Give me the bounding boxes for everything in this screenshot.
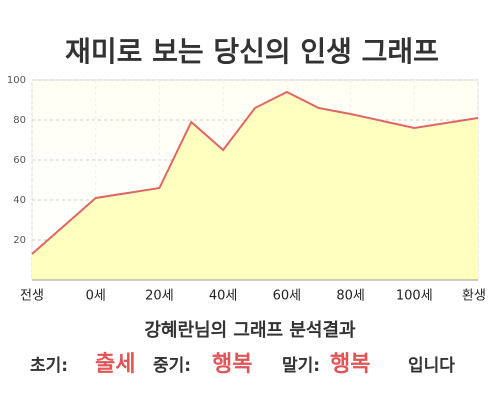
item-label: 중기: (153, 356, 191, 376)
x-tick-label: 40세 (209, 289, 238, 304)
y-tick-label: 100 (7, 75, 26, 86)
item-label: 말기: (282, 355, 320, 376)
x-tick-label: 0세 (86, 289, 106, 304)
item-label: 초기: (30, 356, 68, 376)
x-tick-label: 20세 (145, 289, 174, 304)
y-tick-label: 20 (13, 235, 26, 246)
x-tick-label: 100세 (396, 289, 433, 304)
x-tick-label: 환생 (462, 289, 486, 304)
analysis-heading: 강혜란님의 그래프 분석결과 (144, 320, 356, 341)
item-value: 출세 (95, 352, 135, 377)
y-tick-label: 60 (13, 155, 26, 166)
x-tick-label: 80세 (336, 289, 365, 304)
suffix: 입니다 (408, 356, 455, 376)
x-tick-label: 전생 (20, 289, 44, 304)
x-tick-label: 60세 (273, 289, 302, 304)
y-tick-label: 80 (13, 115, 26, 126)
chart-title: 재미로 보는 당신의 인생 그래프 (65, 35, 439, 68)
item-value: 행복 (212, 352, 252, 377)
item-value: 행복 (330, 352, 370, 377)
area-line (31, 90, 479, 255)
area-fill (32, 92, 478, 280)
analysis-line: 초기: 출세 중기: 행복 말기: 행복 입니다 (30, 352, 455, 377)
y-tick-label: 40 (13, 195, 26, 206)
